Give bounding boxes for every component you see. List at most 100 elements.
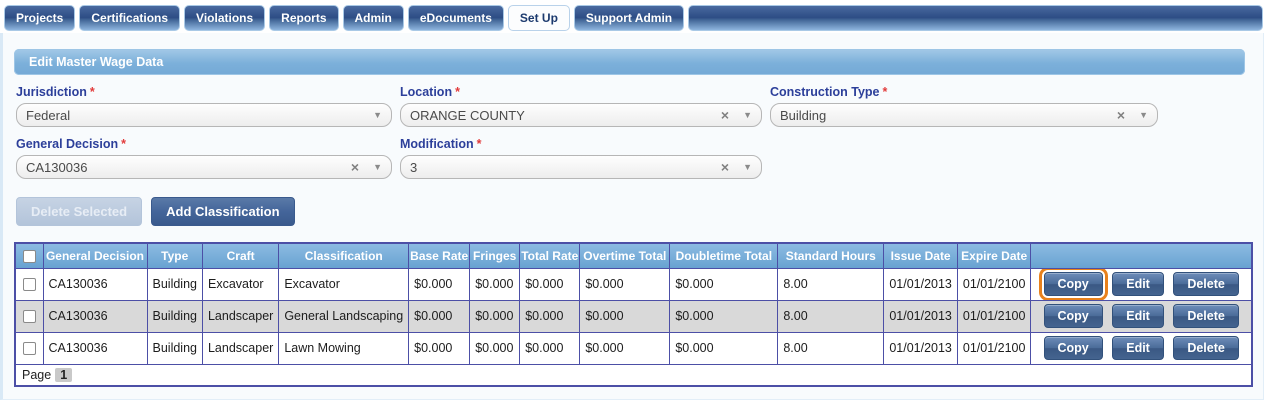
row-checkbox[interactable] <box>22 342 36 356</box>
clear-icon[interactable]: × <box>1116 107 1126 123</box>
cell-type: Building <box>146 331 203 365</box>
section-title: Edit Master Wage Data <box>29 55 164 69</box>
select-all-header-cell <box>14 242 44 269</box>
select-value: 3 <box>410 159 418 175</box>
tab-support-admin[interactable]: Support Admin <box>573 5 685 31</box>
clear-icon[interactable]: × <box>720 107 730 123</box>
edit-button[interactable]: Edit <box>1112 272 1164 296</box>
tab-projects[interactable]: Projects <box>4 5 76 31</box>
tab-violations[interactable]: Violations <box>184 5 266 31</box>
location-label: Location * <box>400 85 762 99</box>
copy-button[interactable]: Copy <box>1043 304 1103 328</box>
tab-edocuments[interactable]: eDocuments <box>407 5 504 31</box>
cell-classification: Lawn Mowing <box>278 331 410 365</box>
select-value: Federal <box>26 107 71 123</box>
actions-cell: Copy Edit Delete <box>1030 267 1253 301</box>
delete-selected-button[interactable]: Delete Selected <box>16 197 143 226</box>
construction-type-label: Construction Type * <box>770 85 1158 99</box>
cell-doubletime-total: $0.000 <box>669 331 779 365</box>
jurisdiction-label: Jurisdiction * <box>16 85 392 99</box>
row-checkbox[interactable] <box>22 310 36 324</box>
cell-craft: Excavator <box>201 267 280 301</box>
tab-reports[interactable]: Reports <box>269 5 339 31</box>
cell-base-rate: $0.000 <box>408 331 471 365</box>
form-row-1: Jurisdiction * Federal ▼ Location * ORANGE… <box>3 85 1263 127</box>
copy-button[interactable]: Copy <box>1038 269 1108 299</box>
delete-button[interactable]: Delete <box>1173 272 1239 296</box>
tab-set-up[interactable]: Set Up <box>507 5 570 31</box>
checkbox-cell <box>14 267 44 301</box>
wage-data-table: General Decision Type Craft Classificati… <box>14 242 1253 387</box>
edit-button[interactable]: Edit <box>1112 304 1164 328</box>
copy-button[interactable]: Copy <box>1043 336 1103 360</box>
jurisdiction-select[interactable]: Federal ▼ <box>16 103 392 127</box>
label-text: Modification <box>400 137 474 151</box>
col-header-classification: Classification <box>278 242 410 269</box>
label-text: Jurisdiction <box>16 85 87 99</box>
col-header-actions <box>1030 242 1253 269</box>
delete-button[interactable]: Delete <box>1173 304 1239 328</box>
chevron-down-icon[interactable]: ▼ <box>743 162 752 172</box>
chevron-down-icon[interactable]: ▼ <box>1139 110 1148 120</box>
construction-type-select[interactable]: Building × ▼ <box>770 103 1158 127</box>
section-header: Edit Master Wage Data <box>14 49 1245 75</box>
main-tabbar: Projects Certifications Violations Repor… <box>0 0 1264 33</box>
table-header-row: General Decision Type Craft Classificati… <box>14 242 1253 269</box>
select-value: ORANGE COUNTY <box>410 107 525 123</box>
add-classification-button[interactable]: Add Classification <box>151 197 295 226</box>
chevron-down-icon[interactable]: ▼ <box>373 162 382 172</box>
cell-general-decision: CA130036 <box>42 331 148 365</box>
select-all-checkbox[interactable] <box>22 249 36 263</box>
content-panel: Edit Master Wage Data Jurisdiction * Fede… <box>0 33 1264 400</box>
col-header-craft: Craft <box>201 242 280 269</box>
tab-certifications[interactable]: Certifications <box>79 5 181 31</box>
table-row: CA130036 Building Landscaper Lawn Mowing… <box>14 331 1253 365</box>
label-text: General Decision <box>16 137 119 151</box>
tab-admin[interactable]: Admin <box>342 5 404 31</box>
cell-expire-date: 01/01/2100 <box>956 299 1032 333</box>
form-row-2: General Decision * CA130036 × ▼ Modificat… <box>3 137 1263 179</box>
col-header-standard-hours: Standard Hours <box>777 242 885 269</box>
cell-total-rate: $0.000 <box>519 267 581 301</box>
delete-button[interactable]: Delete <box>1173 336 1239 360</box>
modification-label: Modification * <box>400 137 762 151</box>
location-select[interactable]: ORANGE COUNTY × ▼ <box>400 103 762 127</box>
cell-fringes: $0.000 <box>469 331 521 365</box>
cell-total-rate: $0.000 <box>519 299 581 333</box>
required-asterisk: * <box>455 85 460 99</box>
modification-select[interactable]: 3 × ▼ <box>400 155 762 179</box>
col-header-fringes: Fringes <box>469 242 521 269</box>
location-field-group: Location * ORANGE COUNTY × ▼ <box>400 85 762 127</box>
required-asterisk: * <box>882 85 888 99</box>
chevron-down-icon[interactable]: ▼ <box>743 110 752 120</box>
col-header-expire-date: Expire Date <box>956 242 1032 269</box>
actions-cell: Copy Edit Delete <box>1030 331 1253 365</box>
select-value: CA130036 <box>26 159 88 175</box>
required-asterisk: * <box>476 137 482 151</box>
checkbox-cell <box>14 331 44 365</box>
toolbar: Delete Selected Add Classification <box>16 197 1263 226</box>
pager-row: Page 1 <box>14 363 1253 387</box>
cell-fringes: $0.000 <box>469 267 521 301</box>
clear-icon[interactable]: × <box>720 159 730 175</box>
cell-standard-hours: 8.00 <box>777 331 885 365</box>
clear-icon[interactable]: × <box>350 159 360 175</box>
col-header-general-decision: General Decision <box>42 242 148 269</box>
label-text: Construction Type <box>770 85 880 99</box>
cell-fringes: $0.000 <box>469 299 521 333</box>
cell-doubletime-total: $0.000 <box>669 299 779 333</box>
row-checkbox[interactable] <box>22 278 36 292</box>
col-header-total-rate: Total Rate <box>519 242 581 269</box>
actions-cell: Copy Edit Delete <box>1030 299 1253 333</box>
edit-button[interactable]: Edit <box>1112 336 1164 360</box>
label-text: Location <box>400 85 453 99</box>
page-number[interactable]: 1 <box>55 367 73 382</box>
general-decision-select[interactable]: CA130036 × ▼ <box>16 155 392 179</box>
cell-classification: Excavator <box>278 267 410 301</box>
cell-craft: Landscaper <box>201 299 280 333</box>
table-row: CA130036 Building Excavator Excavator $0… <box>14 267 1253 301</box>
chevron-down-icon[interactable]: ▼ <box>373 110 382 120</box>
col-header-issue-date: Issue Date <box>883 242 958 269</box>
cell-overtime-total: $0.000 <box>579 267 671 301</box>
cell-standard-hours: 8.00 <box>777 267 885 301</box>
